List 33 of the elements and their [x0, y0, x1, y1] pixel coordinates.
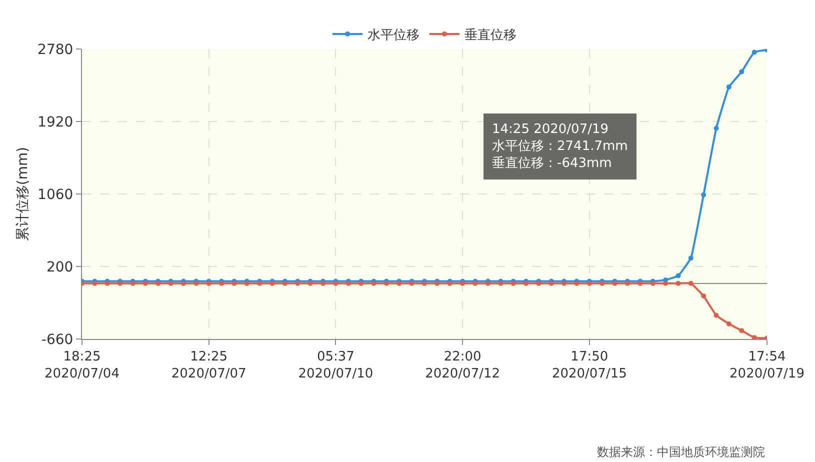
x-tick-label: 17:54 2020/07/19 — [730, 350, 804, 382]
point — [752, 335, 757, 339]
x-tick-label: 22:00 2020/07/12 — [425, 350, 500, 382]
legend-label: 垂直位移 — [464, 28, 516, 44]
point — [752, 50, 757, 55]
y-tick-label: 1920 — [38, 114, 74, 130]
x-tick-label: 12:25 2020/07/07 — [171, 350, 246, 382]
point — [676, 273, 681, 278]
x-tick-label: 17:50 2020/07/15 — [552, 350, 627, 382]
annotation: 垂直位移：-643mm — [492, 156, 612, 171]
point — [714, 312, 719, 318]
y-tick-label: 2780 — [38, 42, 74, 58]
source-note: 数据来源：中国地质环境监测院 — [597, 445, 765, 459]
point — [714, 126, 719, 131]
point — [726, 84, 732, 90]
y-tick-label: 200 — [46, 259, 74, 276]
point — [739, 328, 744, 334]
x-tick-label: 05:37 2020/07/10 — [298, 350, 374, 382]
point — [739, 69, 744, 74]
point — [701, 294, 706, 299]
point — [663, 280, 668, 286]
legend-label: 水平位移 — [368, 28, 420, 44]
annotation: 水平位移：2741.7mm — [492, 138, 628, 154]
point — [688, 256, 694, 261]
point — [676, 280, 681, 286]
point — [726, 321, 732, 326]
y-tick-label: 1060 — [38, 186, 74, 203]
point — [688, 280, 694, 286]
point — [701, 192, 706, 198]
y-tick-label: -660 — [41, 332, 74, 348]
y-axis-title: 累计位移(mm) — [15, 146, 32, 242]
x-tick-label: 18:25 2020/07/04 — [44, 350, 120, 382]
annotation: 14:25 2020/07/19 — [492, 122, 609, 137]
